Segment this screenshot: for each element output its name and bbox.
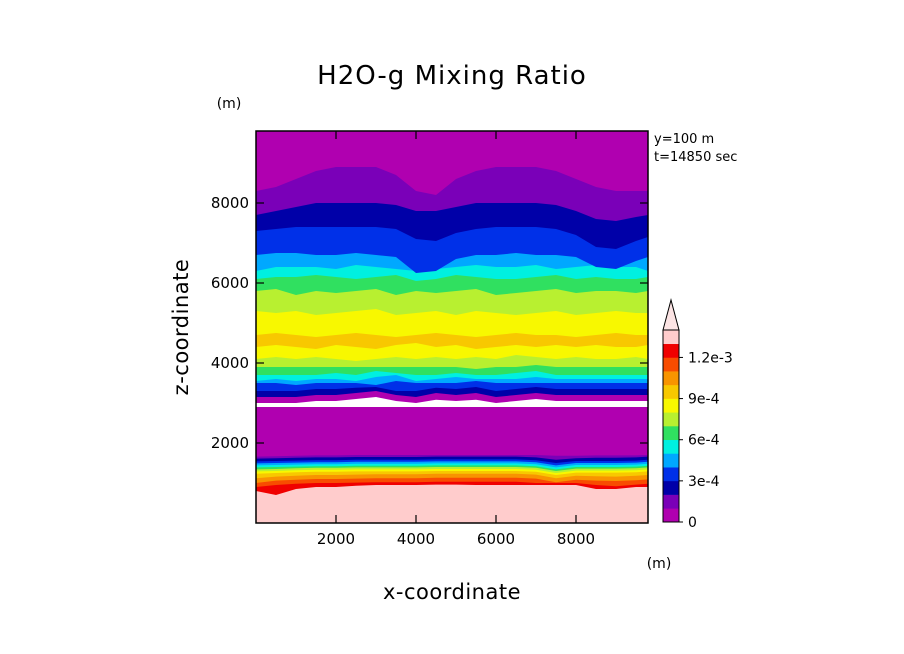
colorbar-segment — [663, 330, 679, 345]
colorbar-segment — [663, 467, 679, 482]
colorbar-segment — [663, 453, 679, 468]
y-tick-label: 6000 — [211, 274, 249, 292]
colorbar-extend-triangle — [662, 298, 680, 331]
x-tick-label: 4000 — [397, 530, 435, 548]
y-tick-label: 8000 — [211, 194, 249, 212]
y-tick-label: 4000 — [211, 354, 249, 372]
x-tick-label: 8000 — [557, 530, 595, 548]
colorbar-segment — [663, 371, 679, 386]
x-axis-label: x-coordinate — [383, 580, 521, 604]
colorbar-segment — [663, 508, 679, 523]
colorbar-segment — [663, 384, 679, 399]
plot-area: 2000 4000 6000 8000 2000 4000 6000 8000 — [211, 130, 649, 548]
chart-title: H2O-g Mixing Ratio — [317, 61, 587, 91]
x-axis-unit: (m) — [647, 556, 672, 572]
contour-band-32 — [256, 131, 648, 195]
plot-frame — [255, 130, 649, 524]
x-tick-label: 2000 — [317, 530, 355, 548]
colorbar-label: 6e-4 — [688, 433, 720, 449]
colorbar-label: 1.2e-3 — [688, 350, 733, 366]
colorbar: 0 3e-4 6e-4 9e-4 1.2e-3 — [662, 298, 733, 531]
colorbar-segment — [663, 398, 679, 413]
annotation-y-position: y=100 m — [654, 132, 714, 147]
colorbar-segment — [663, 439, 679, 454]
colorbar-segment — [663, 343, 679, 358]
colorbar-label: 0 — [688, 515, 697, 531]
colorbar-segment — [663, 494, 679, 509]
y-axis-unit: (m) — [217, 96, 242, 112]
y-tick-label: 2000 — [211, 434, 249, 452]
colorbar-label: 9e-4 — [688, 392, 720, 408]
colorbar-segment — [663, 357, 679, 372]
colorbar-segment — [663, 480, 679, 495]
y-axis-label: z-coordinate — [169, 259, 193, 396]
colorbar-segment — [663, 412, 679, 427]
colorbar-label: 3e-4 — [688, 474, 720, 490]
x-tick-label: 6000 — [477, 530, 515, 548]
colorbar-segment — [663, 426, 679, 441]
annotation-time: t=14850 sec — [654, 150, 737, 165]
